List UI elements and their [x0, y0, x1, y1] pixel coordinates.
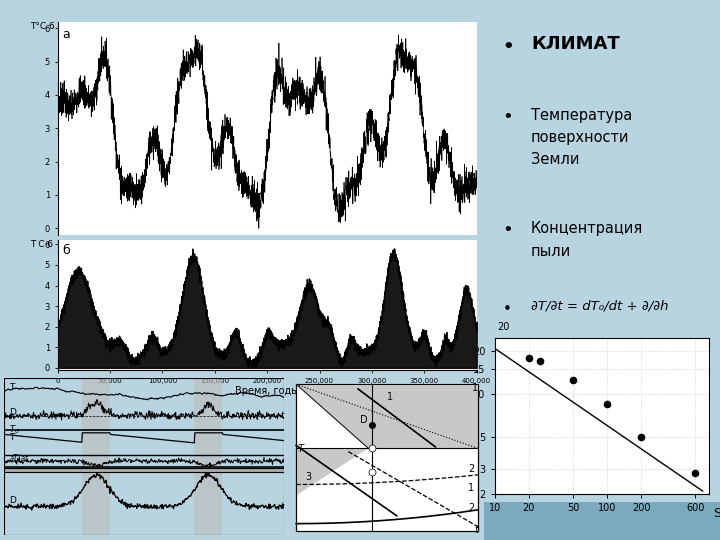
Text: 1: 1 — [472, 382, 478, 393]
Text: T С 6: T С 6 — [30, 240, 53, 249]
Text: t: t — [280, 411, 283, 420]
Point — [689, 469, 701, 477]
Text: КЛИМАТ: КЛИМАТ — [531, 35, 620, 53]
Text: ∂T/∂t = dT₀/dt + ∂/∂h: ∂T/∂t = dT₀/dt + ∂/∂h — [531, 300, 669, 313]
Bar — [194, 378, 222, 535]
Text: T: T — [9, 383, 14, 392]
Text: •: • — [503, 221, 513, 239]
Text: N: N — [467, 319, 476, 332]
Text: D: D — [360, 415, 368, 426]
Text: D: D — [9, 408, 16, 417]
Point — [567, 376, 579, 385]
Text: 2: 2 — [468, 503, 474, 513]
Text: 1: 1 — [468, 483, 474, 493]
Text: 1: 1 — [387, 392, 393, 402]
Point — [636, 433, 647, 442]
Polygon shape — [296, 448, 368, 496]
Text: T: T — [9, 433, 14, 442]
Text: Температура
поверхности
Земли: Температура поверхности Земли — [531, 108, 632, 167]
Text: $\partial T/\partial t$: $\partial T/\partial t$ — [9, 453, 30, 463]
Point — [602, 400, 613, 409]
Text: •: • — [503, 302, 512, 318]
Text: 2: 2 — [468, 464, 474, 474]
Text: •: • — [503, 38, 514, 56]
Text: T°С 6: T°С 6 — [30, 22, 55, 31]
Text: Концентрация
пыли: Концентрация пыли — [531, 221, 644, 259]
Bar — [82, 378, 110, 535]
Text: б: б — [62, 244, 70, 257]
Text: t: t — [280, 502, 283, 511]
Text: D: D — [9, 496, 16, 505]
Bar — [484, 502, 720, 540]
Text: S: S — [714, 507, 720, 519]
X-axis label: Время, годы: Время, годы — [235, 386, 299, 396]
Point — [523, 354, 534, 362]
Text: а: а — [62, 28, 70, 41]
Polygon shape — [296, 384, 478, 448]
Text: t: t — [474, 525, 478, 535]
Text: 3: 3 — [306, 472, 312, 482]
Text: 20: 20 — [497, 322, 509, 332]
Point — [534, 357, 545, 366]
Bar — [4, 468, 284, 472]
Text: T: T — [298, 443, 304, 454]
Text: [D ∂T/∂h - KT]: [D ∂T/∂h - KT] — [531, 343, 621, 356]
Text: •: • — [503, 108, 513, 126]
Text: $T_0$: $T_0$ — [9, 423, 19, 436]
